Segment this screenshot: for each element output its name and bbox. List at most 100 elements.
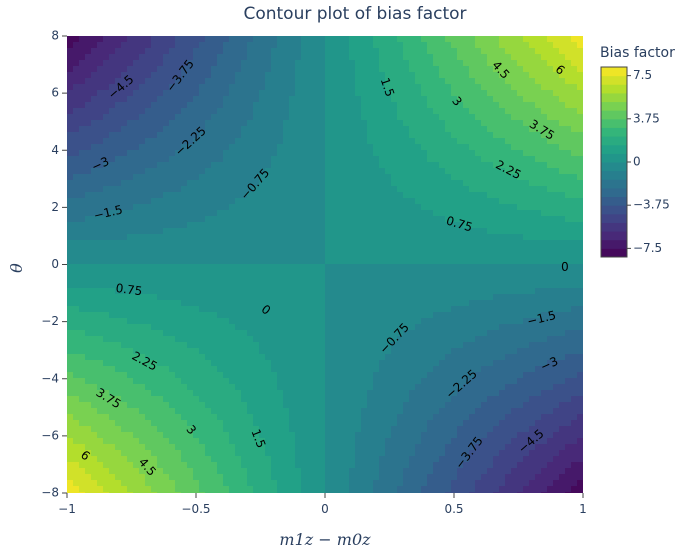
- contour-cell: [427, 270, 434, 277]
- contour-cell: [127, 396, 134, 403]
- contour-cell: [145, 72, 152, 79]
- contour-cell: [115, 312, 122, 319]
- contour-cell: [301, 486, 308, 493]
- contour-cell: [271, 162, 278, 169]
- contour-cell: [439, 348, 446, 355]
- contour-cell: [391, 318, 398, 325]
- contour-cell: [403, 108, 410, 115]
- contour-cell: [277, 228, 284, 235]
- contour-cell: [259, 420, 266, 427]
- contour-cell: [247, 96, 254, 103]
- contour-cell: [451, 372, 458, 379]
- contour-cell: [265, 486, 272, 493]
- contour-cell: [97, 372, 104, 379]
- contour-cell: [391, 396, 398, 403]
- contour-cell: [151, 474, 158, 481]
- contour-cell: [289, 150, 296, 157]
- contour-cell: [181, 306, 188, 313]
- contour-cell: [109, 240, 116, 247]
- contour-cell: [85, 150, 92, 157]
- contour-cell: [121, 48, 128, 55]
- contour-cell: [103, 408, 110, 415]
- contour-cell: [253, 144, 260, 151]
- contour-cell: [121, 342, 128, 349]
- contour-cell: [439, 96, 446, 103]
- contour-cell: [73, 192, 80, 199]
- contour-cell: [307, 102, 314, 109]
- contour-cell: [415, 276, 422, 283]
- contour-cell: [379, 144, 386, 151]
- contour-cell: [109, 144, 116, 151]
- contour-cell: [133, 396, 140, 403]
- contour-cell: [433, 438, 440, 445]
- contour-cell: [445, 78, 452, 85]
- contour-cell: [385, 480, 392, 487]
- contour-cell: [199, 114, 206, 121]
- contour-cell: [409, 300, 416, 307]
- contour-cell: [391, 468, 398, 475]
- contour-cell: [181, 150, 188, 157]
- contour-cell: [247, 270, 254, 277]
- contour-cell: [415, 426, 422, 433]
- contour-cell: [361, 78, 368, 85]
- contour-cell: [397, 462, 404, 469]
- contour-cell: [307, 372, 314, 379]
- contour-cell: [181, 114, 188, 121]
- contour-cell: [295, 156, 302, 163]
- contour-cell: [157, 348, 164, 355]
- contour-cell: [157, 180, 164, 187]
- contour-cell: [145, 204, 152, 211]
- contour-cell: [379, 156, 386, 163]
- contour-cell: [151, 72, 158, 79]
- contour-cell: [295, 408, 302, 415]
- contour-cell: [73, 300, 80, 307]
- contour-cell: [151, 366, 158, 373]
- contour-cell: [127, 168, 134, 175]
- contour-cell: [103, 204, 110, 211]
- contour-cell: [127, 378, 134, 385]
- contour-cell: [409, 486, 416, 493]
- contour-cell: [247, 468, 254, 475]
- contour-cell: [217, 378, 224, 385]
- contour-cell: [163, 282, 170, 289]
- contour-cell: [409, 66, 416, 73]
- contour-cell: [379, 264, 386, 271]
- contour-cell: [451, 444, 458, 451]
- contour-cell: [127, 120, 134, 127]
- contour-cell: [115, 402, 122, 409]
- contour-cell: [331, 282, 338, 289]
- contour-cell: [295, 492, 302, 493]
- contour-cell: [445, 480, 452, 487]
- contour-cell: [265, 54, 272, 61]
- contour-cell: [385, 234, 392, 241]
- contour-cell: [85, 384, 92, 391]
- contour-cell: [367, 462, 374, 469]
- contour-cell: [361, 72, 368, 79]
- contour-cell: [355, 396, 362, 403]
- contour-cell: [433, 318, 440, 325]
- contour-cell: [355, 312, 362, 319]
- contour-cell: [169, 48, 176, 55]
- contour-cell: [133, 264, 140, 271]
- contour-cell: [73, 204, 80, 211]
- contour-cell: [151, 282, 158, 289]
- contour-cell: [73, 336, 80, 343]
- contour-cell: [109, 408, 116, 415]
- contour-cell: [331, 66, 338, 73]
- contour-cell: [325, 216, 332, 223]
- contour-cell: [361, 288, 368, 295]
- contour-cell: [247, 360, 254, 367]
- contour-cell: [415, 222, 422, 229]
- contour-cell: [85, 342, 92, 349]
- contour-cell: [235, 186, 242, 193]
- contour-cell: [265, 234, 272, 241]
- contour-cell: [337, 240, 344, 247]
- contour-cell: [367, 90, 374, 97]
- contour-cell: [379, 432, 386, 439]
- contour-cell: [313, 450, 320, 457]
- contour-cell: [217, 240, 224, 247]
- contour-cell: [247, 216, 254, 223]
- contour-cell: [217, 282, 224, 289]
- contour-cell: [367, 378, 374, 385]
- contour-cell: [187, 348, 194, 355]
